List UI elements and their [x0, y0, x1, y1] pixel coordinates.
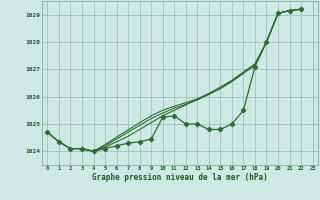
X-axis label: Graphe pression niveau de la mer (hPa): Graphe pression niveau de la mer (hPa) — [92, 173, 268, 182]
